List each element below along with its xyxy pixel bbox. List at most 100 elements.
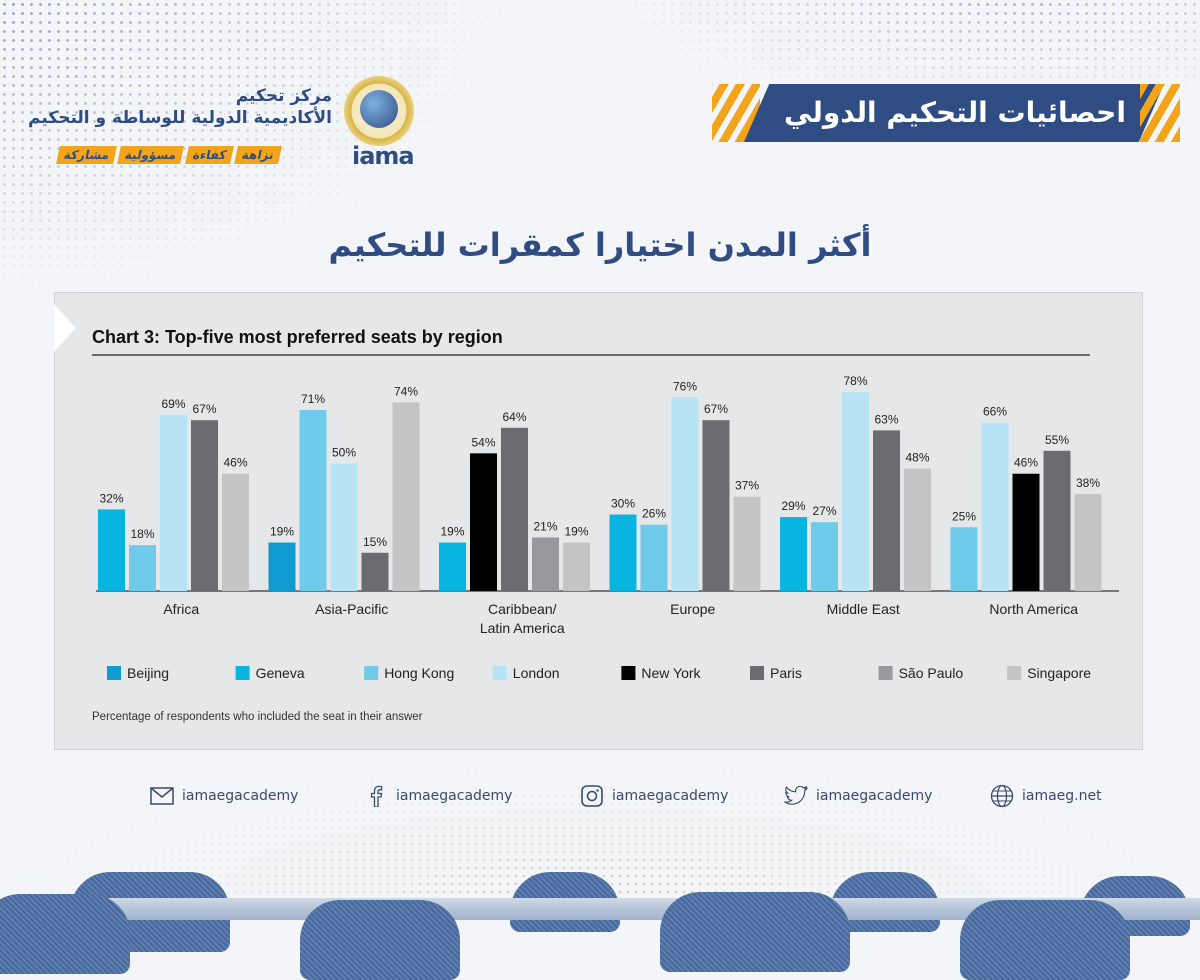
conference-table (60, 898, 1200, 920)
academy-name: مركز تحكيم الأكاديمية الدولية للوساطة و … (28, 86, 332, 128)
facebook-handle: iamaegacademy (396, 788, 513, 804)
bar-hong-kong (129, 545, 156, 591)
mail-icon (150, 784, 174, 808)
email-handle: iamaegacademy (182, 788, 299, 804)
legend-swatch (1007, 666, 1022, 680)
bar-singapore (222, 473, 249, 591)
globe-icon (990, 784, 1014, 808)
tag-participation: مشاركة (56, 146, 118, 164)
legend-label: Singapore (1027, 665, 1091, 681)
data-label: 67% (704, 402, 728, 416)
data-label: 76% (673, 379, 697, 393)
category-label: Caribbean/ (488, 601, 557, 617)
legend-swatch (750, 666, 764, 680)
data-label: 15% (363, 535, 387, 549)
logo-wordmark: iama (352, 142, 415, 170)
category-label: Africa (163, 601, 199, 617)
legend-swatch (235, 666, 250, 680)
website-address: iamaeg.net (1022, 788, 1102, 804)
category-label: Asia-Pacific (315, 601, 388, 617)
data-label: 37% (735, 479, 759, 493)
bar-london (330, 463, 358, 591)
data-label: 64% (502, 410, 526, 424)
data-label: 50% (332, 446, 356, 460)
data-label: 63% (874, 412, 898, 426)
bar-london (671, 397, 699, 591)
data-label: 78% (843, 374, 867, 388)
legend-swatch (621, 666, 636, 680)
data-label: 25% (952, 509, 976, 523)
tag-responsibility: مسؤولية (117, 146, 185, 164)
tag-integrity: نزاهة (234, 146, 282, 164)
data-label: 32% (99, 491, 123, 505)
bar-paris (1043, 450, 1071, 591)
bar-paris (873, 430, 900, 591)
footer-social-bar: iamaegacademy iamaegacademy iamaegacadem… (0, 784, 1200, 814)
legend-label: New York (641, 665, 701, 681)
values-tags: نزاهة كفاءة مسؤولية مشاركة (56, 146, 282, 164)
tag-competence: كفاءة (184, 146, 234, 164)
category-label: Europe (670, 601, 715, 617)
data-label: 71% (301, 392, 325, 406)
data-label: 38% (1076, 476, 1100, 490)
bar-s-o-paulo (532, 537, 559, 591)
legend-swatch (878, 666, 893, 680)
category-label: North America (989, 601, 1078, 617)
bar-new-york (1012, 473, 1040, 591)
data-label: 18% (130, 527, 154, 541)
chart-title: Chart 3: Top-five most preferred seats b… (92, 327, 503, 347)
bar-paris (191, 420, 218, 591)
bar-geneva (609, 514, 637, 591)
legend-swatch (107, 666, 121, 680)
data-label: 46% (223, 456, 247, 470)
email-link[interactable]: iamaegacademy (150, 784, 298, 808)
twitter-link[interactable]: iamaegacademy (784, 784, 932, 808)
chart-card-notch (54, 304, 76, 352)
logo-line-2: الأكاديمية الدولية للوساطة و التحكيم (28, 108, 332, 128)
category-label: Latin America (480, 620, 565, 636)
data-label: 48% (905, 451, 929, 465)
data-label: 67% (192, 402, 216, 416)
data-label: 26% (642, 507, 666, 521)
twitter-icon (784, 784, 808, 808)
bar-london (160, 415, 187, 591)
chart-footnote: Percentage of respondents who included t… (92, 711, 423, 723)
page-subtitle: أكثر المدن اختيارا كمقرات للتحكيم (328, 226, 872, 264)
data-label: 19% (440, 525, 464, 539)
bar-london (981, 422, 1009, 591)
bar-chart: Chart 3: Top-five most preferred seats b… (92, 327, 1119, 723)
instagram-handle: iamaegacademy (612, 788, 729, 804)
bar-geneva (439, 542, 466, 591)
data-label: 29% (781, 499, 805, 513)
banner-stripes-right (1140, 84, 1180, 142)
legend-swatch (492, 666, 507, 680)
twitter-handle: iamaegacademy (816, 788, 933, 804)
facebook-link[interactable]: iamaegacademy (364, 784, 512, 808)
legend-swatch (364, 666, 379, 680)
legend-label: São Paulo (899, 665, 964, 681)
bar-new-york (470, 453, 497, 591)
data-label: 69% (161, 397, 185, 411)
bar-paris (702, 420, 730, 591)
bar-singapore (1074, 494, 1102, 591)
legend-label: Geneva (256, 665, 305, 681)
bar-geneva (98, 509, 125, 591)
bar-paris (361, 552, 389, 591)
website-link[interactable]: iamaeg.net (990, 784, 1102, 808)
legend-label: London (513, 665, 560, 681)
instagram-link[interactable]: iamaegacademy (580, 784, 728, 808)
data-label: 21% (533, 519, 557, 533)
title-banner (744, 84, 1164, 142)
bar-hong-kong (950, 527, 978, 591)
legend-label: Paris (770, 665, 802, 681)
data-label: 19% (564, 525, 588, 539)
bar-geneva (780, 517, 807, 591)
bar-hong-kong (640, 524, 668, 591)
chart-card (54, 292, 1143, 750)
bar-singapore (392, 402, 420, 591)
data-label: 74% (394, 384, 418, 398)
bar-hong-kong (299, 410, 327, 591)
bar-singapore (904, 468, 931, 591)
logo-line-1: مركز تحكيم (235, 86, 332, 106)
data-label: 27% (812, 504, 836, 518)
